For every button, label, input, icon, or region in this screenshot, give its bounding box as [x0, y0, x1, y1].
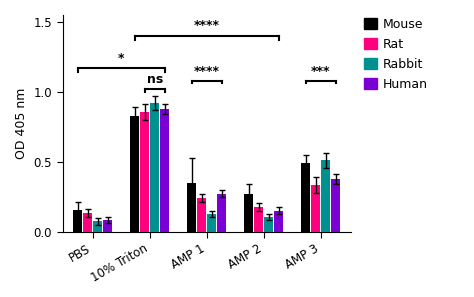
Bar [321, 160, 330, 232]
Bar [301, 163, 310, 232]
Bar [254, 207, 263, 232]
Text: ****: **** [194, 19, 219, 32]
Bar [217, 194, 227, 232]
Bar [93, 221, 102, 232]
Bar [274, 211, 283, 232]
Text: ns: ns [146, 73, 163, 86]
Bar [140, 112, 149, 232]
Text: ***: *** [311, 65, 330, 78]
Bar [197, 198, 206, 232]
Bar [207, 214, 216, 232]
Bar [130, 116, 139, 232]
Text: *: * [118, 52, 125, 65]
Bar [73, 210, 82, 232]
Bar [160, 109, 169, 232]
Bar [311, 185, 320, 232]
Bar [331, 179, 340, 232]
Bar [244, 194, 253, 232]
Legend: Mouse, Rat, Rabbit, Human: Mouse, Rat, Rabbit, Human [363, 17, 429, 92]
Text: ****: **** [194, 65, 219, 78]
Bar [103, 220, 112, 232]
Y-axis label: OD 405 nm: OD 405 nm [15, 88, 28, 159]
Bar [150, 103, 159, 232]
Bar [264, 217, 273, 232]
Bar [187, 183, 196, 232]
Bar [83, 213, 92, 232]
